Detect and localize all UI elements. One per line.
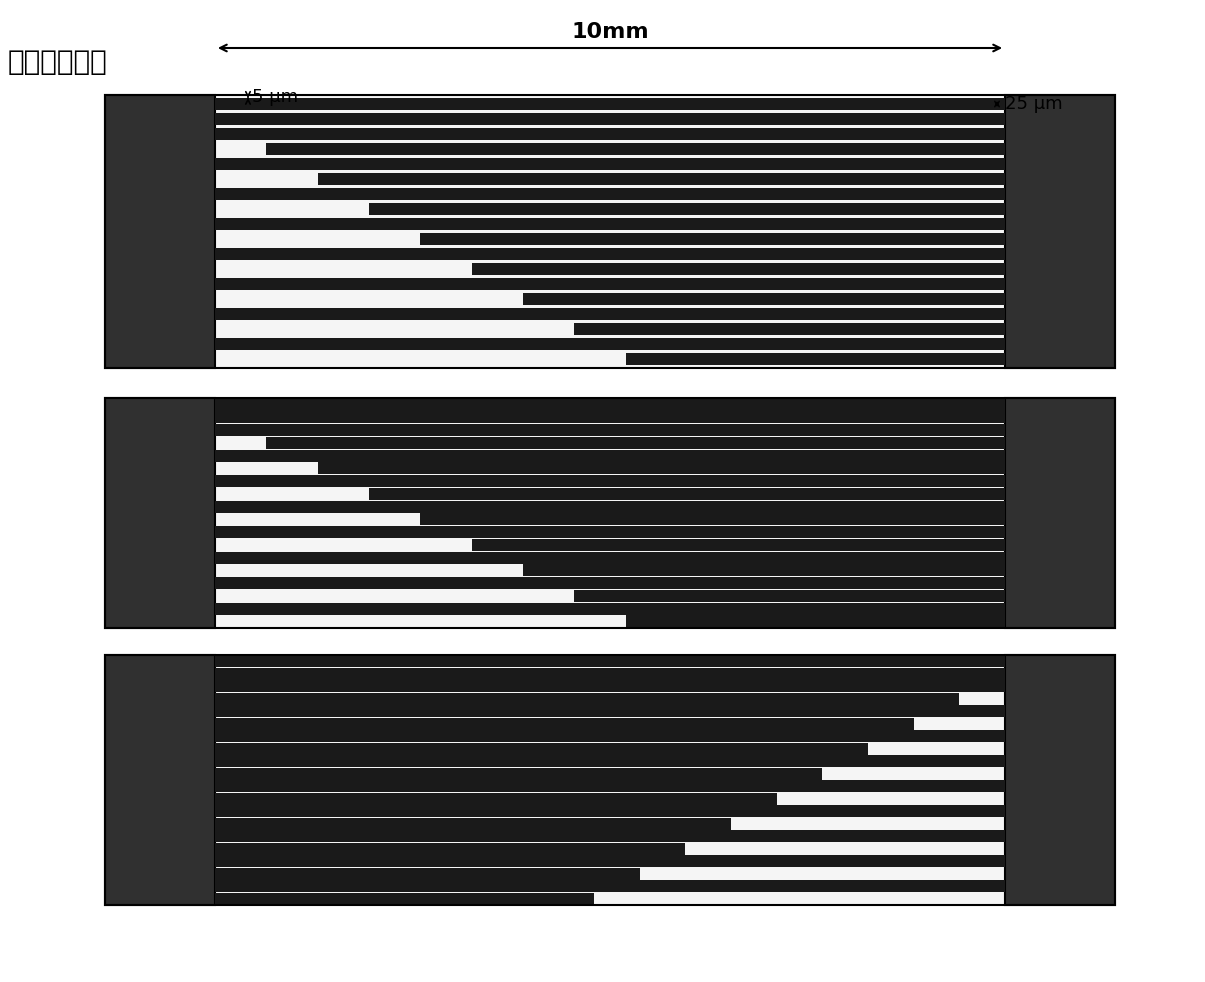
Bar bbox=[214, 278, 1005, 290]
Bar bbox=[1005, 398, 1115, 628]
Bar bbox=[214, 792, 777, 804]
Bar bbox=[214, 338, 1005, 350]
Bar bbox=[214, 98, 1005, 110]
Bar bbox=[421, 514, 1005, 525]
Bar bbox=[214, 450, 1005, 462]
Text: 25 μm: 25 μm bbox=[1005, 95, 1063, 113]
Bar bbox=[1005, 655, 1115, 905]
Bar bbox=[105, 655, 1115, 905]
Text: 连接用电极部: 连接用电极部 bbox=[8, 48, 107, 76]
Bar bbox=[214, 158, 1005, 170]
Bar bbox=[105, 655, 214, 905]
Bar bbox=[214, 805, 1005, 817]
Bar bbox=[369, 488, 1005, 500]
Bar bbox=[214, 398, 1005, 628]
Bar bbox=[214, 218, 1005, 230]
Bar bbox=[214, 526, 1005, 538]
Bar bbox=[625, 616, 1005, 627]
Bar bbox=[214, 655, 1005, 905]
Bar bbox=[214, 248, 1005, 260]
Bar bbox=[105, 398, 214, 628]
Bar bbox=[214, 755, 1005, 767]
Bar bbox=[214, 843, 686, 854]
Bar bbox=[575, 590, 1005, 602]
Bar bbox=[214, 781, 1005, 792]
Bar bbox=[214, 768, 823, 780]
Bar bbox=[214, 655, 1005, 668]
Bar bbox=[105, 398, 1115, 628]
Bar bbox=[471, 539, 1005, 551]
Bar bbox=[214, 113, 1005, 125]
Bar bbox=[214, 424, 1005, 436]
Bar bbox=[214, 855, 1005, 867]
Bar bbox=[575, 323, 1005, 335]
Bar bbox=[214, 603, 1005, 615]
Bar bbox=[369, 203, 1005, 215]
Bar bbox=[214, 128, 1005, 140]
Bar bbox=[214, 867, 640, 880]
Bar bbox=[214, 308, 1005, 320]
Bar bbox=[318, 463, 1005, 474]
Bar bbox=[214, 731, 1005, 742]
Bar bbox=[214, 95, 1005, 368]
Bar bbox=[266, 437, 1005, 449]
Bar bbox=[625, 353, 1005, 365]
Bar bbox=[214, 399, 1005, 410]
Bar bbox=[214, 188, 1005, 200]
Bar bbox=[214, 552, 1005, 564]
Bar bbox=[214, 880, 1005, 892]
Bar bbox=[214, 818, 731, 830]
Bar bbox=[214, 893, 594, 904]
Bar bbox=[105, 95, 1115, 368]
Bar bbox=[214, 830, 1005, 843]
Bar bbox=[105, 95, 214, 368]
Bar bbox=[214, 681, 1005, 692]
Bar bbox=[214, 577, 1005, 589]
Bar bbox=[214, 668, 1005, 680]
Bar bbox=[266, 143, 1005, 155]
Bar bbox=[421, 233, 1005, 245]
Bar bbox=[523, 293, 1005, 305]
Bar bbox=[1005, 95, 1115, 368]
Text: 5 μm: 5 μm bbox=[252, 87, 298, 105]
Bar bbox=[214, 501, 1005, 513]
Bar bbox=[523, 565, 1005, 576]
Bar bbox=[318, 173, 1005, 185]
Bar bbox=[214, 718, 913, 730]
Text: 10mm: 10mm bbox=[571, 22, 648, 42]
Bar bbox=[214, 742, 868, 755]
Bar bbox=[471, 263, 1005, 275]
Bar bbox=[214, 475, 1005, 487]
Bar bbox=[214, 693, 959, 705]
Bar bbox=[214, 705, 1005, 718]
Bar bbox=[214, 411, 1005, 423]
